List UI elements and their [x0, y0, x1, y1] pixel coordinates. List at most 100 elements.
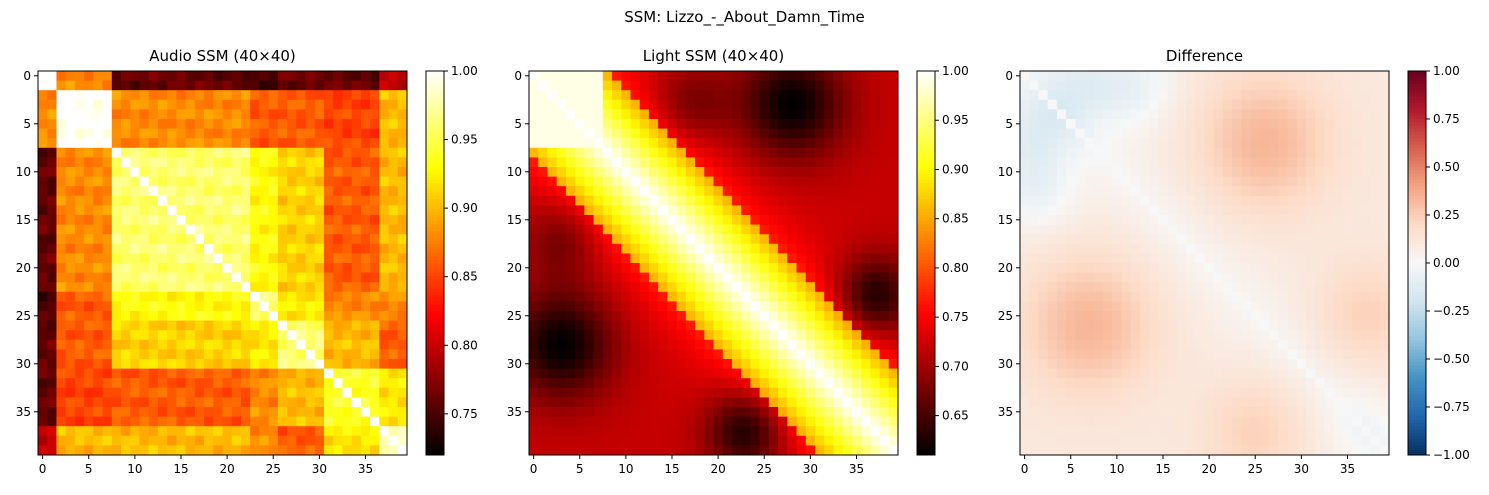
heatmap-cell — [879, 378, 890, 389]
heatmap-cell — [65, 387, 76, 398]
heatmap-cell — [1315, 387, 1325, 398]
heatmap-cell — [1232, 224, 1242, 235]
heatmap-cell — [565, 215, 576, 225]
heatmap-cell — [148, 435, 159, 446]
heatmap-cell — [658, 407, 668, 417]
heatmap-cell — [296, 359, 306, 369]
heatmap-cell — [167, 205, 177, 216]
heatmap-cell — [768, 138, 779, 149]
heatmap-cell — [333, 339, 343, 350]
heatmap-cell — [56, 445, 67, 456]
heatmap-cell — [370, 157, 380, 168]
heatmap-cell — [1103, 301, 1113, 312]
heatmap-cell — [1324, 195, 1335, 206]
heatmap-cell — [676, 359, 687, 369]
heatmap-cell — [1020, 128, 1030, 139]
heatmap-cell — [397, 368, 408, 379]
heatmap-cell — [750, 301, 761, 312]
heatmap-cell — [704, 378, 714, 389]
heatmap-cell — [121, 378, 131, 389]
heatmap-cell — [1259, 109, 1270, 120]
heatmap-cell — [584, 263, 594, 273]
heatmap-cell — [1093, 195, 1104, 206]
heatmap-cell — [824, 426, 834, 437]
heatmap-cell — [833, 435, 844, 446]
colorbar-segment — [917, 394, 935, 398]
heatmap-cell — [296, 349, 306, 360]
heatmap-cell — [84, 80, 94, 91]
heatmap-cell — [556, 186, 567, 197]
heatmap-cell — [759, 128, 770, 139]
heatmap-cell — [1084, 311, 1095, 321]
heatmap-cell — [731, 426, 742, 437]
heatmap-cell — [1232, 243, 1242, 254]
heatmap-cell — [93, 234, 103, 245]
heatmap-cell — [833, 311, 844, 321]
heatmap-cell — [1038, 339, 1049, 350]
heatmap-cell — [648, 291, 659, 302]
heatmap-cell — [685, 359, 696, 369]
heatmap-cell — [1186, 387, 1196, 398]
heatmap-cell — [1361, 272, 1371, 283]
heatmap-cell — [139, 368, 150, 379]
heatmap-cell — [805, 291, 816, 302]
heatmap-cell — [593, 147, 604, 158]
colorbar-segment — [426, 256, 444, 261]
heatmap-cell — [287, 445, 297, 456]
heatmap-cell — [194, 291, 205, 302]
heatmap-cell — [1047, 387, 1058, 398]
heatmap-cell — [1315, 157, 1325, 168]
heatmap-cell — [185, 349, 196, 360]
heatmap-cell — [1047, 167, 1058, 177]
heatmap-cell — [695, 119, 705, 129]
heatmap-cell — [130, 80, 140, 91]
heatmap-cell — [1333, 263, 1344, 273]
heatmap-cell — [323, 311, 334, 321]
heatmap-cell — [612, 387, 622, 398]
colorbar-segment — [917, 279, 935, 283]
heatmap-cell — [630, 224, 641, 235]
heatmap-cell — [56, 320, 67, 331]
heatmap-cell — [1361, 339, 1371, 350]
heatmap-cell — [676, 426, 687, 437]
heatmap-cell — [1075, 330, 1085, 341]
colorbar-segment — [917, 400, 935, 405]
heatmap-cell — [1305, 157, 1316, 168]
heatmap-cell — [805, 157, 816, 168]
heatmap-cell — [1047, 186, 1058, 197]
heatmap-cell — [888, 301, 899, 312]
heatmap-cell — [870, 263, 880, 273]
heatmap-cell — [648, 147, 659, 158]
heatmap-cell — [759, 272, 770, 283]
heatmap-cell — [722, 167, 733, 177]
heatmap-cell — [612, 71, 622, 81]
heatmap-cell — [1093, 263, 1104, 273]
heatmap-cell — [305, 282, 316, 293]
heatmap-cell — [750, 320, 761, 331]
heatmap-cell — [1186, 397, 1196, 408]
heatmap-cell — [268, 272, 279, 283]
heatmap-cell — [529, 301, 539, 312]
heatmap-cell — [1250, 282, 1261, 293]
heatmap-cell — [529, 368, 539, 379]
heatmap-cell — [658, 359, 668, 369]
colorbar-segment — [917, 365, 935, 370]
heatmap-cell — [1269, 291, 1279, 302]
heatmap-cell — [1379, 339, 1390, 350]
heatmap-cell — [842, 128, 853, 139]
heatmap-cell — [351, 186, 362, 197]
heatmap-cell — [1250, 253, 1261, 264]
heatmap-cell — [397, 186, 408, 197]
colorbar-segment — [917, 122, 935, 126]
heatmap-cell — [1305, 387, 1316, 398]
heatmap-cell — [287, 301, 297, 312]
heatmap-cell — [176, 138, 187, 149]
heatmap-cell — [1333, 397, 1344, 408]
heatmap-cell — [1121, 282, 1132, 293]
heatmap-cell — [1250, 407, 1261, 417]
heatmap-cell — [676, 435, 687, 446]
heatmap-cell — [648, 234, 659, 245]
heatmap-cell — [1121, 301, 1132, 312]
heatmap-cell — [778, 99, 788, 110]
heatmap-cell — [602, 359, 613, 369]
